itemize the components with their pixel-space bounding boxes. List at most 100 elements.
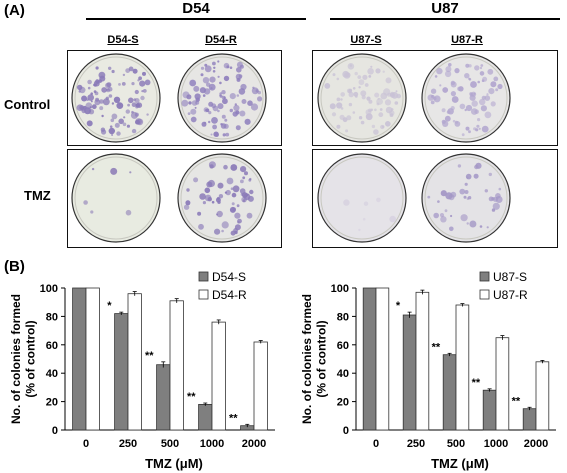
colony	[479, 225, 483, 228]
colony	[246, 193, 249, 196]
colony	[224, 118, 228, 122]
x-tick-label: 1000	[484, 438, 508, 450]
bar-u87-r-2000	[535, 361, 550, 431]
colony	[225, 189, 231, 196]
colony	[430, 100, 435, 105]
colony	[217, 60, 220, 63]
colony	[207, 179, 215, 188]
colony	[395, 90, 398, 93]
colony	[368, 108, 372, 113]
y-tick-label: 100	[331, 283, 349, 295]
colony	[114, 122, 120, 128]
colony	[427, 195, 431, 199]
colony	[476, 124, 480, 128]
colony	[465, 63, 470, 68]
colony	[257, 90, 261, 95]
colony	[251, 87, 259, 95]
colony	[204, 65, 212, 73]
colony	[200, 66, 205, 70]
colony	[345, 72, 351, 78]
colony	[202, 94, 206, 97]
colony	[229, 66, 233, 69]
colony	[460, 214, 468, 222]
y-tick-label: 100	[40, 283, 58, 295]
colony	[213, 66, 216, 70]
colony	[480, 64, 484, 67]
bar-u87-s-0	[362, 287, 377, 431]
significance-marker: **	[229, 412, 238, 424]
colony	[249, 189, 254, 195]
colony	[210, 87, 213, 90]
colony	[212, 105, 219, 112]
plate-rim	[74, 156, 158, 240]
colony	[134, 89, 139, 95]
colony	[187, 112, 191, 115]
legend-swatch-d54-s	[198, 271, 209, 282]
colony	[113, 96, 121, 104]
plate-dish	[317, 153, 407, 243]
colony	[221, 90, 226, 95]
bar-d54-r-2000	[253, 341, 268, 431]
x-tick-label: 2000	[524, 438, 548, 450]
y-tick-label: 0	[52, 425, 58, 437]
colony	[131, 82, 135, 86]
colony	[357, 75, 362, 79]
colony	[493, 76, 499, 82]
bar-u87-r-0	[375, 287, 390, 431]
colony	[381, 125, 385, 128]
colony	[229, 93, 236, 100]
colony	[474, 164, 479, 170]
colony	[484, 95, 491, 101]
colony	[95, 79, 100, 84]
bar-u87-r-500	[455, 304, 470, 431]
colony	[465, 173, 472, 180]
colony	[241, 99, 247, 104]
colony	[442, 87, 449, 93]
colony	[232, 185, 240, 193]
y-tick-label: 60	[337, 340, 349, 352]
colony	[358, 116, 363, 120]
colony	[229, 206, 236, 213]
colony	[375, 68, 381, 74]
colony	[495, 193, 501, 199]
colony	[240, 166, 247, 173]
colony	[484, 189, 488, 193]
colony	[445, 192, 453, 200]
colony	[131, 110, 134, 114]
y-tick-label: 40	[46, 368, 58, 380]
colony	[108, 66, 112, 71]
colony	[226, 177, 234, 185]
y-tick-label: 80	[46, 311, 58, 323]
bar-d54-r-0	[85, 287, 100, 431]
colony	[240, 179, 244, 184]
colony	[222, 98, 228, 105]
colony	[479, 71, 485, 76]
bar-d54-s-500	[156, 364, 171, 431]
colony	[383, 88, 391, 96]
colony	[219, 94, 223, 98]
colony	[448, 63, 452, 67]
colony	[199, 193, 206, 200]
significance-marker: **	[187, 391, 196, 403]
colony	[131, 102, 137, 107]
colony	[218, 194, 224, 199]
legend-swatch-u87-r	[479, 289, 490, 300]
colony	[80, 106, 85, 111]
colony	[105, 82, 111, 89]
colony	[477, 80, 481, 84]
colony	[118, 103, 121, 106]
colony	[225, 132, 230, 137]
culture-plate-u87-s-control	[317, 53, 407, 143]
colony	[127, 103, 130, 107]
colony	[91, 167, 95, 171]
colony	[340, 107, 344, 110]
colony	[471, 100, 478, 107]
colony	[122, 122, 127, 127]
colony	[490, 81, 497, 88]
colony	[490, 101, 496, 107]
colony	[244, 171, 248, 176]
colony	[470, 81, 477, 88]
colony	[484, 111, 492, 119]
colony	[125, 68, 131, 73]
